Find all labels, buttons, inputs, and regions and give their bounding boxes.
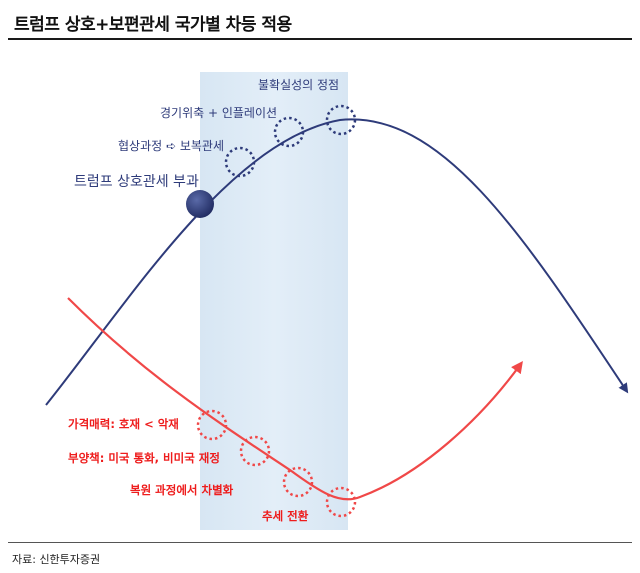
- title-divider: [8, 38, 632, 40]
- label-slowdown-inflation: 경기위축 + 인플레이션: [160, 106, 277, 120]
- label-price-appeal: 가격매력: 호재 < 악재: [68, 417, 179, 431]
- tariff-imposition-marker: [186, 190, 214, 218]
- blue-dotted-marker-negotiation: [224, 146, 256, 178]
- page-title: 트럼프 상호+보편관세 국가별 차등 적용: [14, 15, 292, 35]
- label-negotiation-retaliation: 협상과정 ➪ 보복관세: [118, 139, 224, 153]
- blue-dotted-marker-slowdown: [273, 116, 305, 148]
- source-note: 자료: 신한투자증권: [12, 553, 101, 566]
- source-divider: [8, 542, 632, 543]
- red-curve: [67, 297, 523, 501]
- blue-dotted-marker-peak: [325, 104, 357, 136]
- label-tariff-imposition: 트럼프 상호관세 부과: [74, 174, 199, 190]
- blue-curve: [45, 118, 629, 406]
- label-uncertainty-peak: 불확실성의 정점: [258, 78, 339, 92]
- red-dotted-marker-fiscal: [239, 435, 271, 467]
- red-dotted-marker-reversal: [325, 486, 357, 518]
- label-trend-reversal: 추세 전환: [262, 509, 309, 523]
- label-recovery-differentiation: 복원 과정에서 차별화: [130, 483, 234, 497]
- red-dotted-marker-recovery: [282, 466, 314, 498]
- red-dotted-marker-price: [196, 409, 228, 441]
- label-stimulus: 부양책: 미국 통화, 비미국 재정: [68, 451, 220, 465]
